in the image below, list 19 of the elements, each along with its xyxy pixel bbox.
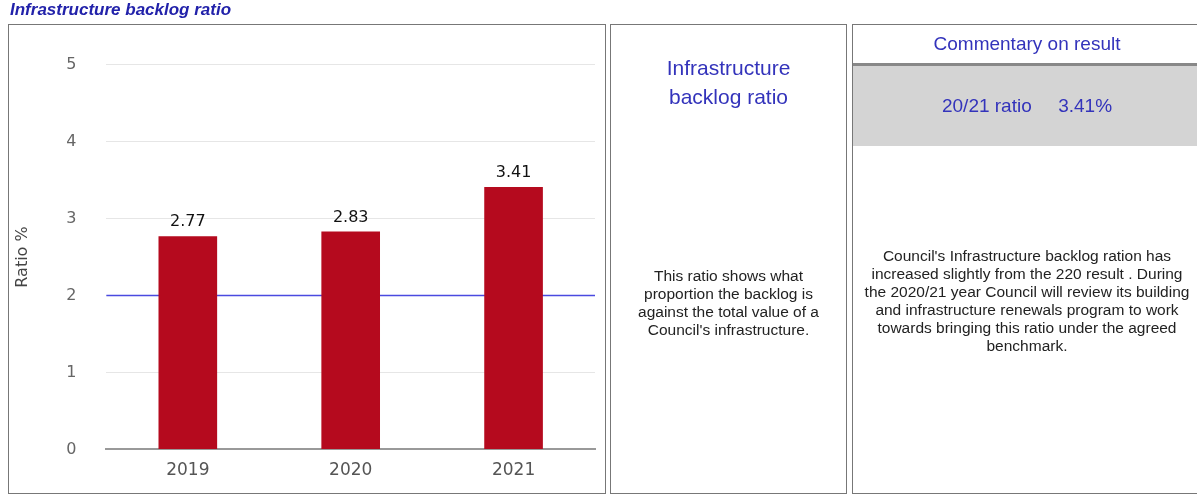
y-tick-label: 4	[66, 130, 77, 150]
data-label: 2.77	[170, 211, 206, 231]
chart-title: Infrastructure backlog ratio	[10, 0, 232, 20]
x-tick-label: 2020	[329, 459, 373, 480]
y-tick-label: 1	[66, 361, 77, 381]
data-label: 3.41	[495, 162, 532, 182]
y-tick-label: 0	[66, 438, 77, 458]
x-tick-label: 2021	[491, 459, 536, 480]
text: This ratio shows what proportion the backlog is against the total value of a Council's infrastructure.	[637, 267, 820, 339]
y-tick-label: 3	[66, 207, 77, 227]
y-tick-label: 5	[66, 53, 77, 73]
text: 20/21 ratio 3.41%	[853, 66, 1197, 146]
y-tick-label: 2	[66, 284, 77, 304]
x-tick-label: 2019	[166, 459, 210, 480]
data-label: 2.83	[332, 206, 369, 226]
text: Council's Infrastructure backlog ration has increased slightly from the 220 result . During the 2020/21 year Council will review its building and infrastructure renewals program to work towards bringing this ratio under the agreed benchmark.	[863, 247, 1191, 355]
text: Infrastructure backlog ratio	[665, 55, 792, 110]
text: Commentary on result	[853, 25, 1197, 66]
y-axis-title: Ratio %	[11, 226, 31, 288]
